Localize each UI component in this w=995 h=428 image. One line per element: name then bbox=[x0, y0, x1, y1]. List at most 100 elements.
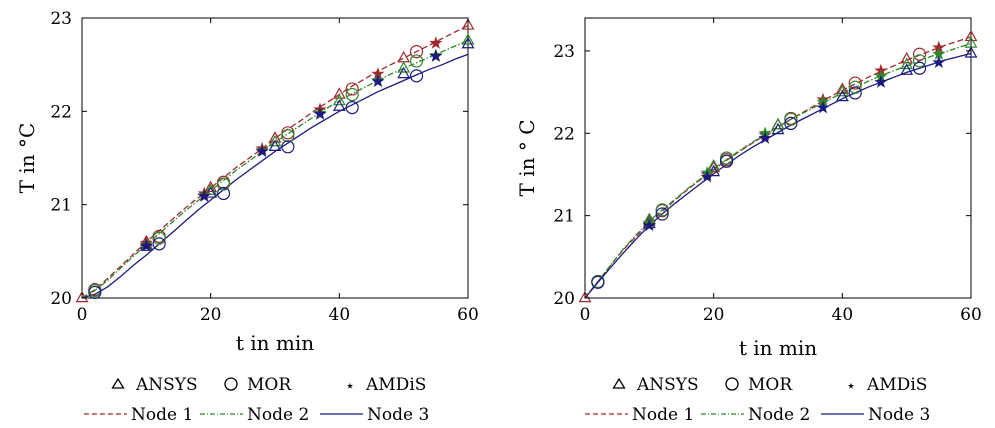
y-axis-label: T in °C bbox=[15, 123, 39, 194]
legend-left: ANSYS MOR ⋆ AMDiS Node 1 Node 2 Node 3 bbox=[84, 375, 429, 425]
legend-item-node-2: Node 2 bbox=[701, 405, 810, 425]
marker-mor bbox=[655, 203, 669, 217]
legend-label: AMDiS bbox=[365, 375, 426, 395]
marker-mor bbox=[216, 186, 231, 201]
legend-item-ansys: ANSYS bbox=[612, 375, 699, 395]
series-line-node-3 bbox=[81, 53, 469, 299]
legend-item-amdis: ⋆ AMDiS bbox=[345, 375, 426, 395]
legend-label: ANSYS bbox=[135, 375, 198, 395]
marker-amdis bbox=[371, 74, 385, 88]
marker-amdis bbox=[874, 75, 888, 88]
marker-ansys bbox=[771, 122, 785, 135]
marker-mor bbox=[281, 129, 295, 143]
marker-mor bbox=[216, 177, 231, 191]
legend-label: AMDiS bbox=[866, 375, 927, 395]
legend-label: Node 3 bbox=[367, 405, 429, 425]
marker-mor bbox=[784, 112, 798, 126]
y-tick-label: 21 bbox=[50, 196, 72, 216]
marker-ansys bbox=[964, 46, 978, 58]
marker-ansys bbox=[900, 57, 914, 70]
marker-mor bbox=[281, 126, 295, 140]
x-tick-label: 0 bbox=[580, 305, 591, 325]
x-axis-label: t in min bbox=[739, 336, 817, 360]
legend-item-node-1: Node 1 bbox=[585, 405, 694, 425]
marker-ansys bbox=[835, 82, 849, 94]
marker-mor bbox=[281, 140, 295, 154]
marker-ansys bbox=[900, 51, 914, 64]
series-line-node-1 bbox=[81, 24, 469, 299]
legend-label: Node 2 bbox=[247, 405, 309, 425]
y-tick-label: 23 bbox=[553, 42, 575, 62]
series-line-node-3 bbox=[584, 52, 972, 299]
marker-ansys bbox=[461, 33, 475, 45]
marker-ansys bbox=[204, 180, 218, 193]
x-tick-label: 60 bbox=[457, 305, 479, 325]
x-tick-label: 60 bbox=[960, 305, 982, 325]
series-line-node-2 bbox=[584, 42, 972, 299]
marker-amdis bbox=[700, 169, 714, 183]
plot-frame bbox=[584, 17, 972, 299]
marker-ansys bbox=[771, 117, 785, 130]
legend-label: Node 3 bbox=[868, 405, 930, 425]
star-icon: ⋆ bbox=[846, 376, 856, 395]
marker-mor bbox=[784, 116, 798, 131]
y-tick-label: 22 bbox=[553, 124, 575, 144]
marker-ansys bbox=[707, 160, 721, 173]
marker-ansys bbox=[268, 139, 282, 151]
marker-amdis bbox=[429, 36, 443, 49]
marker-ansys bbox=[204, 183, 218, 195]
series-line-node-1 bbox=[584, 36, 972, 299]
marker-mor bbox=[345, 87, 359, 102]
marker-ansys bbox=[332, 87, 346, 99]
marker-mor bbox=[912, 61, 927, 75]
marker-mor bbox=[912, 47, 927, 61]
marker-mor bbox=[719, 151, 734, 165]
legend-label: MOR bbox=[748, 375, 793, 395]
marker-amdis bbox=[255, 144, 269, 158]
circle-icon bbox=[725, 377, 739, 391]
marker-mor bbox=[345, 82, 359, 96]
series-line-node-2 bbox=[81, 39, 469, 299]
marker-amdis bbox=[758, 131, 772, 144]
marker-mor bbox=[152, 231, 166, 245]
legend-label: Node 1 bbox=[131, 405, 193, 425]
marker-mor bbox=[912, 54, 927, 68]
marker-amdis bbox=[429, 49, 443, 62]
y-tick-label: 20 bbox=[50, 289, 72, 309]
y-axis-label: T in ° C bbox=[515, 120, 539, 197]
legend-label: MOR bbox=[247, 375, 292, 395]
marker-amdis bbox=[139, 238, 153, 252]
marker-ansys bbox=[461, 36, 475, 49]
marker-amdis bbox=[313, 107, 327, 120]
marker-ansys bbox=[461, 18, 475, 30]
plot-content bbox=[578, 29, 978, 303]
legend-label: ANSYS bbox=[636, 375, 699, 395]
marker-mor bbox=[719, 154, 734, 168]
marker-mor bbox=[409, 54, 424, 68]
y-tick-label: 22 bbox=[50, 102, 72, 122]
marker-mor bbox=[591, 275, 605, 289]
marker-ansys bbox=[75, 290, 89, 303]
marker-mor bbox=[655, 207, 669, 221]
marker-mor bbox=[152, 237, 166, 251]
marker-mor bbox=[409, 69, 424, 83]
legend-right: ANSYS MOR ⋆ AMDiS Node 1 Node 2 Node 3 bbox=[585, 375, 930, 425]
marker-ansys bbox=[835, 84, 849, 97]
plot-content bbox=[75, 18, 475, 303]
legend-item-node-2: Node 2 bbox=[200, 405, 309, 425]
marker-ansys bbox=[268, 134, 282, 147]
marker-amdis bbox=[197, 189, 211, 202]
marker-amdis bbox=[932, 55, 946, 69]
marker-ansys bbox=[578, 290, 592, 303]
marker-ansys bbox=[332, 99, 346, 111]
x-axis-label: t in min bbox=[236, 331, 314, 355]
marker-ansys bbox=[332, 93, 346, 106]
x-tick-label: 20 bbox=[703, 305, 725, 325]
legend-item-mor: MOR bbox=[224, 375, 292, 395]
marker-ansys bbox=[397, 66, 411, 79]
star-icon: ⋆ bbox=[345, 376, 355, 395]
y-tick-label: 20 bbox=[553, 289, 575, 309]
marker-mor bbox=[848, 80, 862, 94]
